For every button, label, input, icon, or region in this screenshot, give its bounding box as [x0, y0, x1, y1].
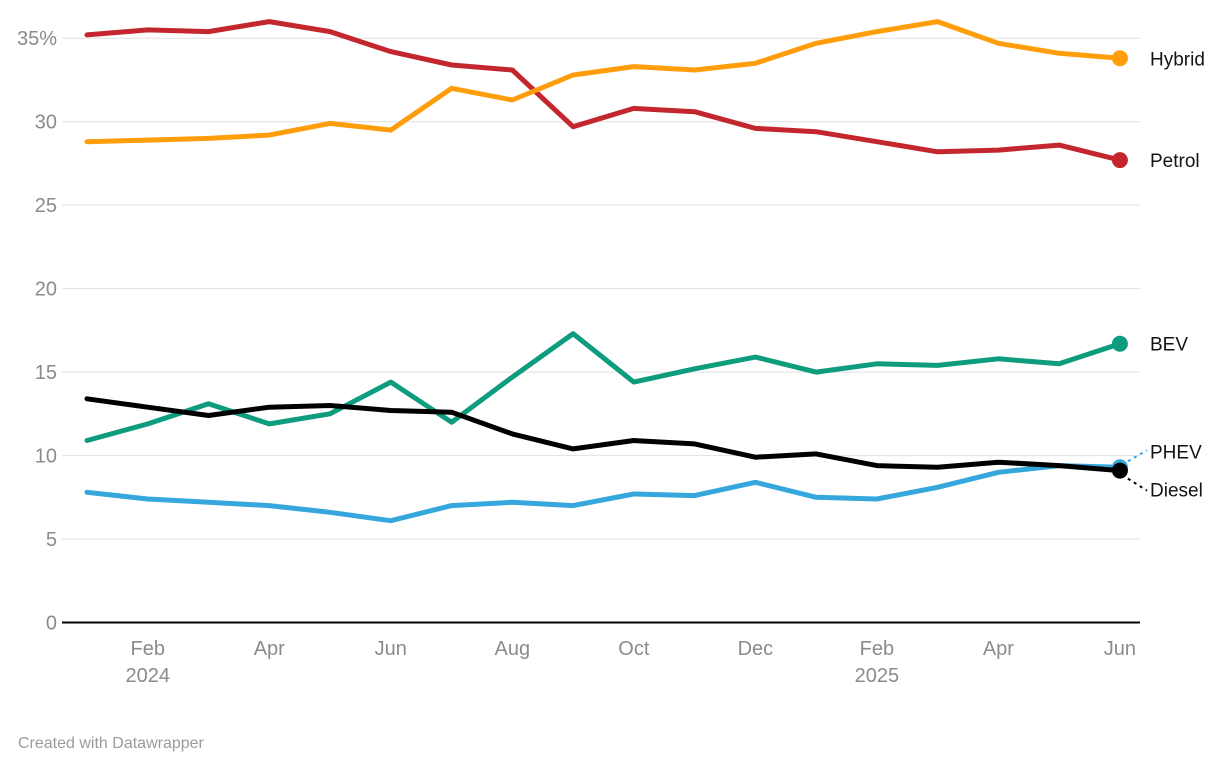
- label-leader-diesel: [1127, 477, 1148, 492]
- series-line-bev[interactable]: [84, 331, 1123, 443]
- series-line-petrol[interactable]: [84, 19, 1123, 163]
- series-end-dot-bev[interactable]: [1111, 335, 1128, 352]
- x-tick-label: Apr: [983, 638, 1014, 660]
- series-line-phev[interactable]: [84, 463, 1123, 524]
- y-tick-label: 15: [35, 362, 57, 384]
- y-tick-label: 5: [46, 529, 57, 551]
- x-tick-label: Apr: [254, 638, 285, 660]
- series-end-dot-diesel[interactable]: [1111, 462, 1128, 479]
- datawrapper-credit: Created with Datawrapper: [18, 735, 204, 752]
- series-line-diesel[interactable]: [84, 396, 1123, 474]
- series-label-bev: BEV: [1150, 335, 1188, 356]
- y-tick-label: 10: [35, 446, 57, 468]
- series-label-hybrid: Hybrid: [1150, 49, 1205, 70]
- x-tick-label: Dec: [738, 638, 774, 660]
- x-tick-label: Oct: [618, 638, 650, 660]
- series-line-hybrid[interactable]: [84, 19, 1123, 145]
- x-tick-label: Jun: [1104, 638, 1136, 660]
- series-label-phev: PHEV: [1150, 442, 1202, 463]
- y-tick-label: 20: [35, 279, 57, 301]
- y-tick-label: 30: [35, 112, 57, 134]
- y-tick-label: 25: [35, 195, 57, 217]
- x-tick-label: Feb: [131, 638, 165, 660]
- y-tick-label: 0: [46, 613, 57, 635]
- y-tick-label: 35%: [17, 28, 57, 50]
- series-end-dot-petrol[interactable]: [1111, 152, 1128, 169]
- x-tick-label: Jun: [375, 638, 407, 660]
- x-tick-label: Feb: [860, 638, 894, 660]
- x-tick-year-label: 2024: [126, 665, 171, 687]
- x-tick-year-label: 2025: [855, 665, 900, 687]
- series-label-petrol: Petrol: [1150, 151, 1200, 172]
- series-end-dot-hybrid[interactable]: [1111, 50, 1128, 67]
- x-tick-label: Aug: [495, 638, 531, 660]
- series-label-diesel: Diesel: [1150, 481, 1203, 502]
